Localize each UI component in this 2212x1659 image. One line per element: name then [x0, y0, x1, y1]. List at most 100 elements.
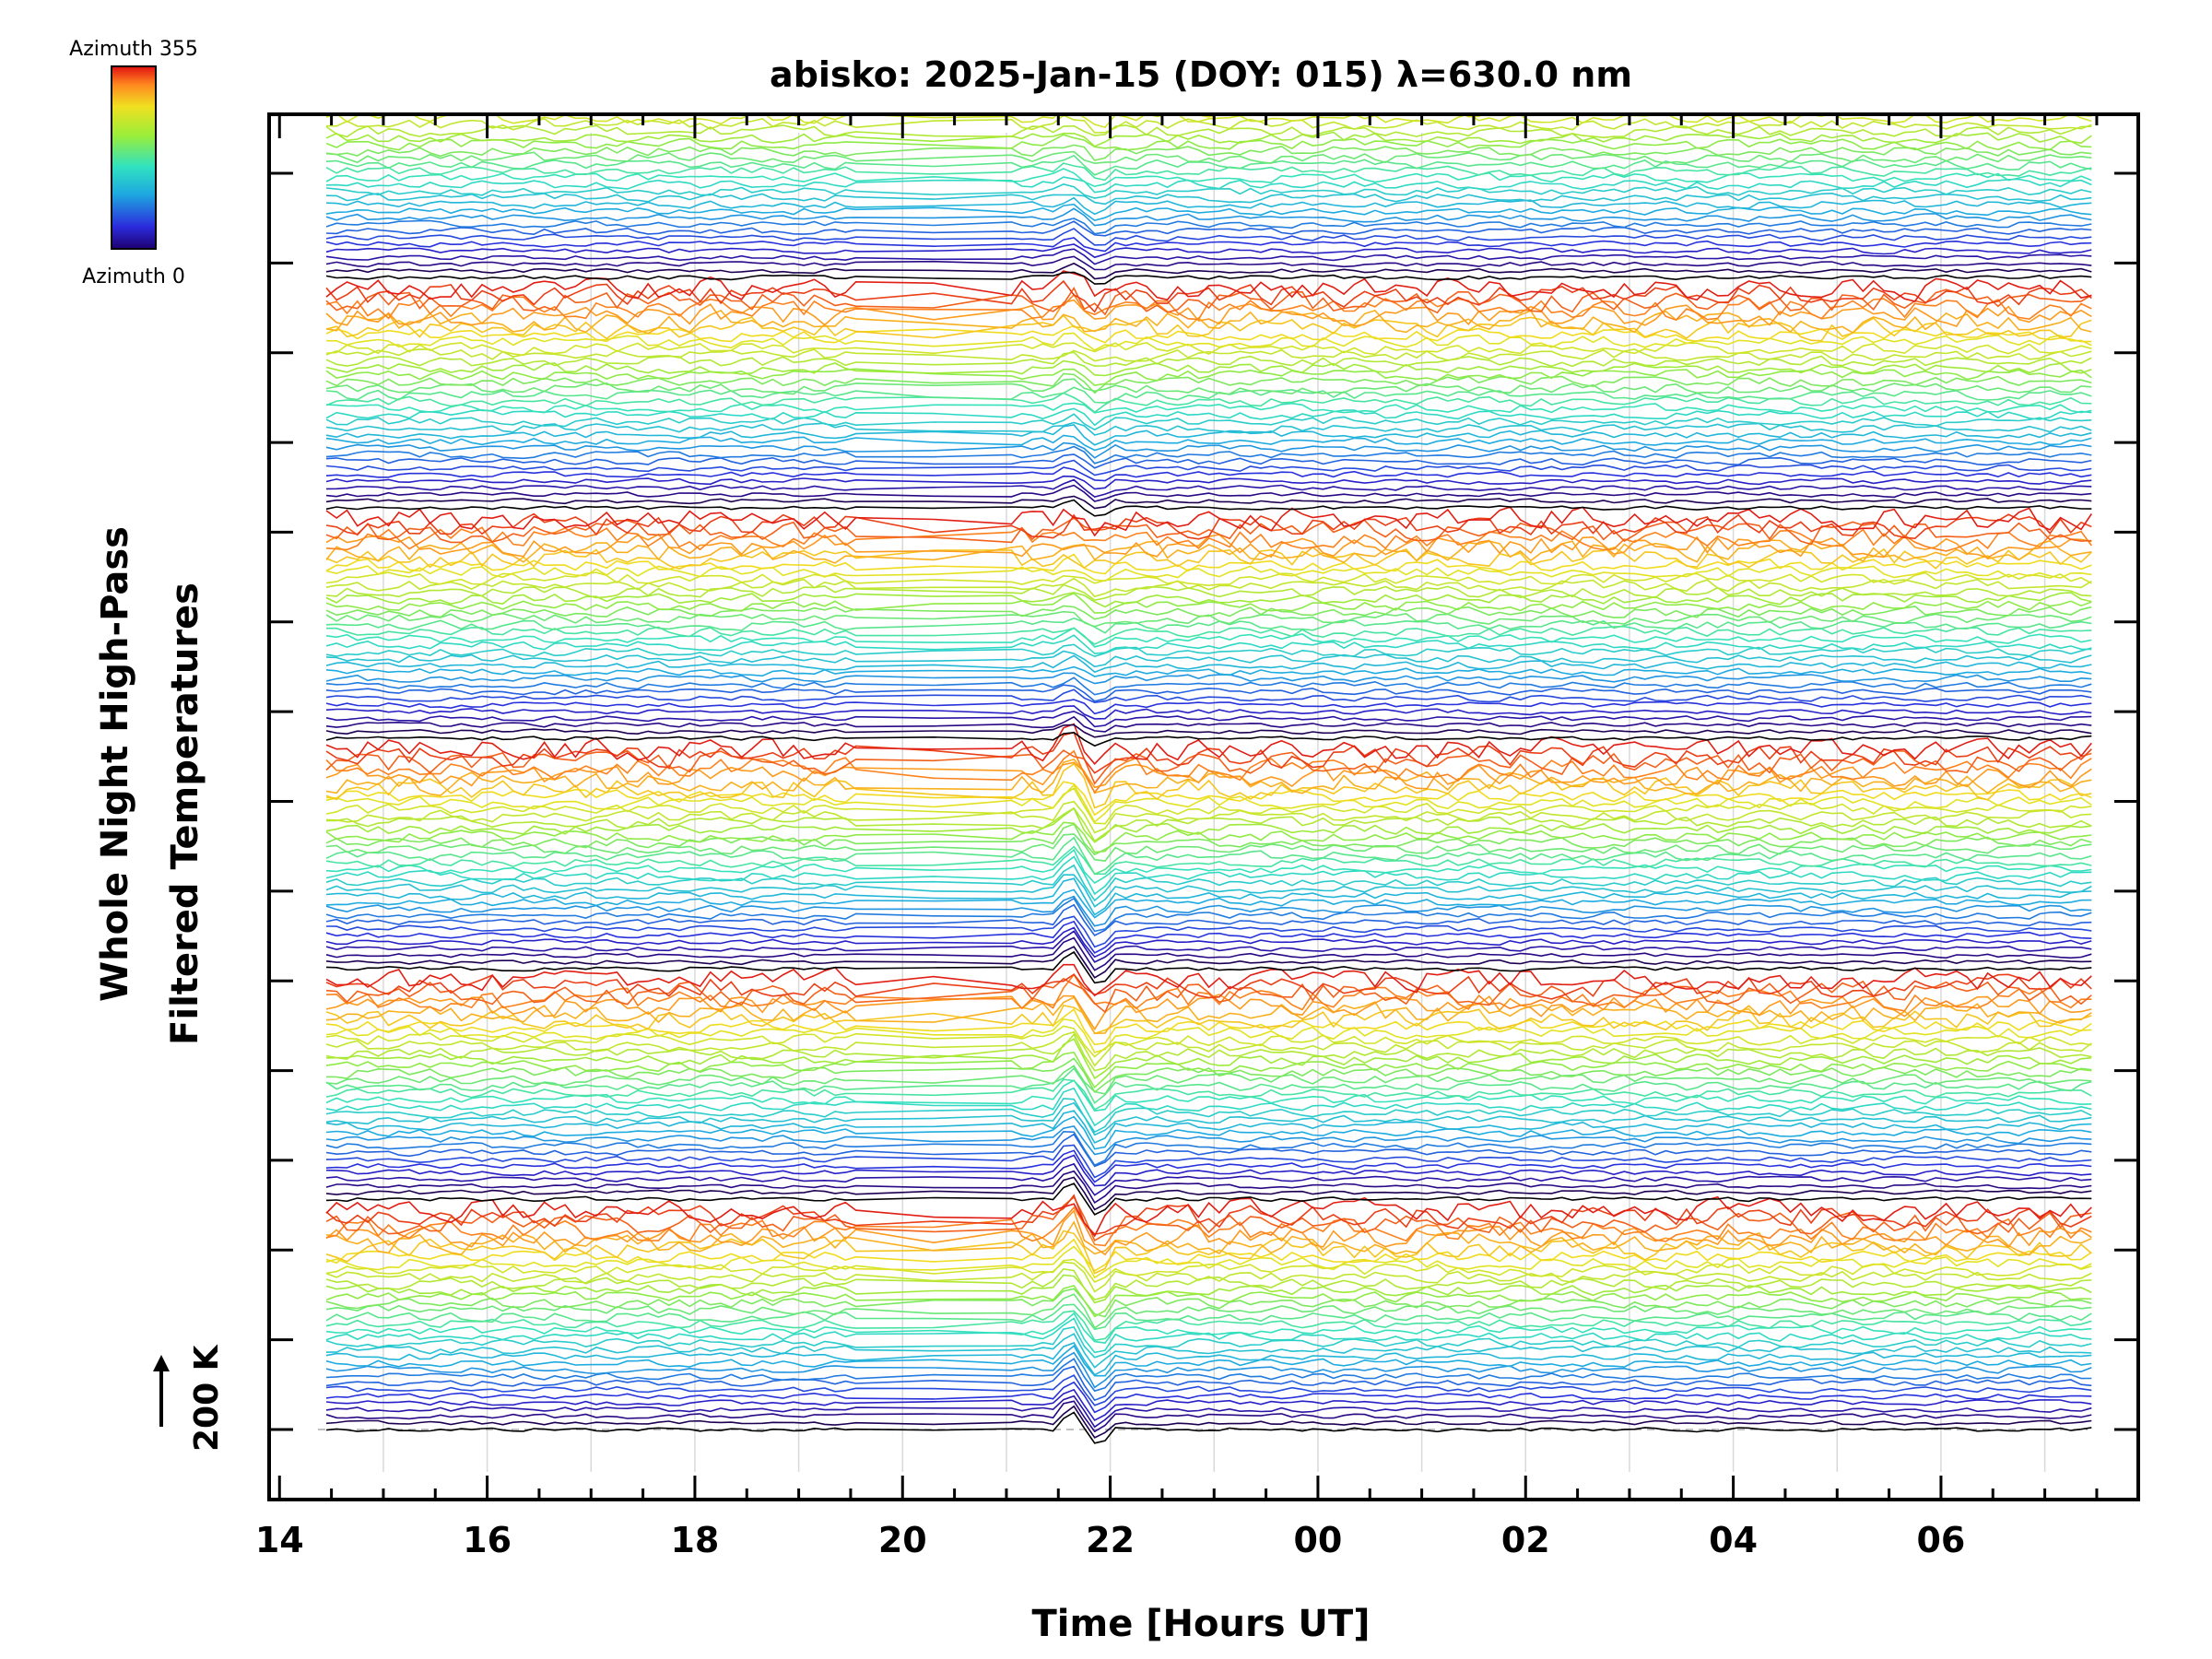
y-scale-label: 200 K	[188, 1344, 226, 1452]
azimuth-trace	[325, 723, 2092, 765]
azimuth-trace	[325, 220, 2092, 237]
azimuth-trace	[325, 162, 2092, 182]
azimuth-trace	[325, 1098, 2092, 1134]
azimuth-trace	[325, 577, 2092, 598]
azimuth-trace	[325, 168, 2092, 188]
azimuth-trace	[325, 1066, 2092, 1104]
azimuth-trace	[325, 749, 2092, 785]
azimuth-trace	[325, 351, 2092, 368]
azimuth-trace	[325, 1130, 2092, 1167]
azimuth-trace	[325, 237, 2092, 253]
azimuth-trace	[325, 731, 2092, 774]
azimuth-trace	[325, 1284, 2092, 1318]
azimuth-trace	[325, 553, 2092, 575]
azimuth-trace	[325, 1388, 2092, 1422]
azimuth-trace	[326, 1333, 2092, 1369]
azimuth-trace	[325, 243, 2092, 259]
azimuth-trace	[325, 1101, 2092, 1136]
azimuth-trace	[325, 724, 2092, 738]
azimuth-trace	[325, 1004, 2092, 1035]
azimuth-trace	[325, 781, 2092, 817]
azimuth-trace	[325, 1274, 2092, 1304]
azimuth-trace	[325, 1195, 2092, 1238]
azimuth-trace	[325, 833, 2092, 862]
azimuth-trace	[325, 926, 2092, 959]
azimuth-trace	[325, 1133, 2092, 1168]
azimuth-trace	[325, 950, 2092, 984]
azimuth-trace	[325, 1110, 2092, 1144]
azimuth-trace	[325, 1018, 2092, 1053]
azimuth-trace	[325, 845, 2092, 876]
azimuth-trace	[325, 1032, 2092, 1072]
azimuth-trace	[325, 407, 2092, 427]
azimuth-trace	[325, 848, 2092, 885]
azimuth-trace	[325, 1206, 2092, 1247]
azimuth-trace	[325, 1176, 2092, 1211]
x-tick-label: 00	[1293, 1520, 1342, 1560]
azimuth-trace	[325, 228, 2092, 246]
azimuth-trace	[325, 806, 2092, 843]
azimuth-trace	[325, 372, 2092, 394]
azimuth-trace	[325, 643, 2092, 658]
azimuth-trace	[325, 1261, 2092, 1293]
azimuth-trace	[325, 583, 2092, 602]
azimuth-trace	[325, 176, 2092, 194]
azimuth-trace	[325, 392, 2092, 414]
azimuth-trace	[325, 571, 2092, 587]
azimuth-trace	[325, 341, 2092, 357]
azimuth-trace	[325, 610, 2092, 628]
azimuth-trace	[325, 203, 2092, 221]
azimuth-trace	[325, 650, 2092, 668]
azimuth-trace	[325, 761, 2092, 790]
azimuth-trace	[325, 994, 2092, 1031]
azimuth-trace	[325, 684, 2092, 702]
azimuth-trace	[325, 262, 2092, 280]
azimuth-trace	[325, 1230, 2092, 1275]
azimuth-trace	[325, 617, 2092, 634]
azimuth-trace	[325, 996, 2092, 1035]
azimuth-trace	[325, 864, 2092, 902]
azimuth-trace	[325, 1162, 2092, 1196]
x-tick-label: 04	[1709, 1520, 1758, 1560]
temperature-traces	[325, 114, 2092, 1444]
azimuth-trace	[325, 762, 2092, 809]
azimuth-trace	[325, 434, 2092, 452]
azimuth-trace	[325, 271, 2092, 285]
azimuth-trace	[325, 749, 2092, 794]
azimuth-trace	[325, 1182, 2092, 1216]
azimuth-trace	[325, 499, 2092, 517]
scale-arrowhead-icon	[153, 1355, 170, 1371]
azimuth-trace	[325, 1267, 2092, 1301]
azimuth-trace	[325, 279, 2092, 313]
azimuth-trace	[325, 1154, 2092, 1187]
azimuth-trace	[325, 855, 2092, 896]
azimuth-trace	[325, 783, 2092, 824]
azimuth-trace	[325, 1411, 2092, 1444]
x-tick-label: 02	[1501, 1520, 1550, 1560]
azimuth-trace	[325, 192, 2092, 206]
azimuth-trace	[325, 731, 2092, 747]
azimuth-trace	[325, 1149, 2092, 1183]
azimuth-trace	[325, 823, 2092, 856]
azimuth-trace	[325, 592, 2092, 614]
azimuth-trace	[325, 1030, 2092, 1067]
x-tick-label: 20	[878, 1520, 927, 1560]
azimuth-trace	[325, 1342, 2092, 1376]
azimuth-trace	[325, 526, 2092, 552]
x-tick-label: 18	[670, 1520, 719, 1560]
x-tick-label: 06	[1916, 1520, 1965, 1560]
azimuth-trace	[325, 1374, 2092, 1406]
azimuth-trace	[325, 1365, 2092, 1402]
azimuth-trace	[325, 715, 2092, 733]
azimuth-trace	[325, 1293, 2092, 1329]
azimuth-trace	[325, 821, 2092, 853]
azimuth-trace	[325, 183, 2092, 199]
azimuth-trace	[325, 1312, 2092, 1344]
azimuth-trace	[325, 1238, 2092, 1272]
azimuth-trace	[325, 672, 2092, 685]
azimuth-trace	[325, 1038, 2092, 1080]
azimuth-trace	[325, 1087, 2092, 1127]
azimuth-trace	[325, 218, 2092, 235]
azimuth-trace	[325, 359, 2092, 377]
azimuth-trace	[325, 1358, 2092, 1393]
